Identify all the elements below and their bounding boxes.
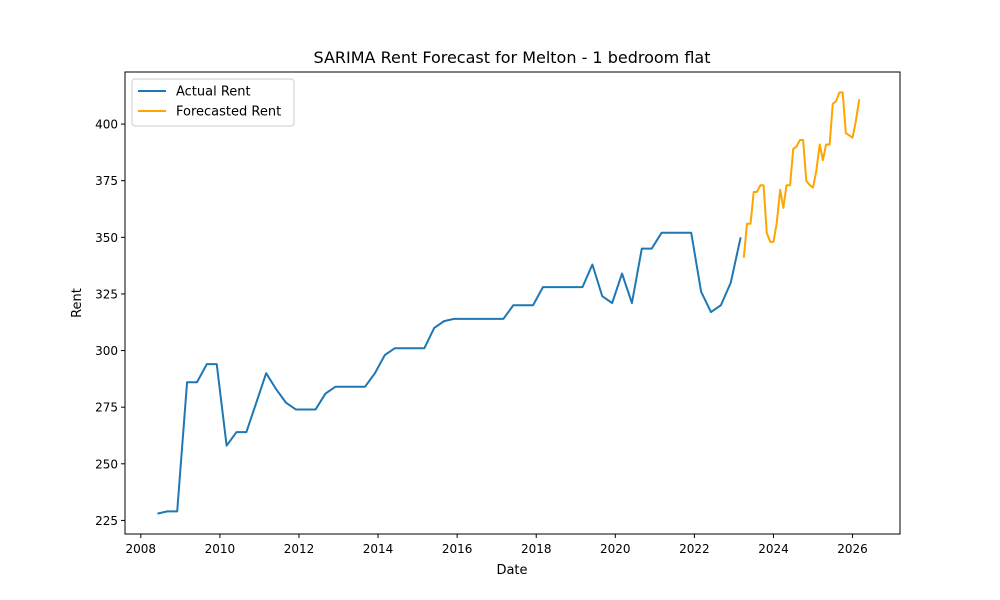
series-layer [157,91,861,515]
legend-label-forecasted-rent: Forecasted Rent [176,105,281,120]
x-tick-label: 2020 [600,542,631,556]
x-tick-label: 2018 [521,542,552,556]
legend-label-actual-rent: Actual Rent [176,85,251,100]
x-axis-ticks: 2008 2010 2012 2014 2016 2018 2020 2022 2024 2026 [126,534,868,556]
series-line-actual-rent [157,231,742,515]
y-tick-label: 375 [95,174,118,188]
x-tick-label: 2008 [126,542,157,556]
x-tick-label: 2014 [363,542,394,556]
y-axis-label: Rent [70,288,85,318]
x-tick-label: 2012 [284,542,315,556]
y-tick-label: 275 [95,401,118,415]
legend-box [131,78,295,127]
y-tick-label: 250 [95,457,118,471]
y-tick-label: 325 [95,287,118,301]
plot-area [125,72,900,534]
x-tick-label: 2026 [837,542,868,556]
plot-frame [124,71,901,535]
x-axis-label: Date [496,563,527,578]
y-axis-ticks: 225 250 275 300 325 350 375 400 [95,118,125,528]
x-tick-label: 2016 [442,542,473,556]
x-tick-label: 2022 [679,542,710,556]
x-tick-label: 2010 [205,542,236,556]
legend: Actual Rent Forecasted Rent [131,78,295,127]
y-tick-label: 300 [95,344,118,358]
chart-title: SARIMA Rent Forecast for Melton - 1 bedr… [314,48,711,67]
series-line-forecasted-rent [742,91,861,258]
y-tick-label: 350 [95,231,118,245]
y-tick-label: 225 [95,514,118,528]
x-tick-label: 2024 [758,542,789,556]
y-tick-label: 400 [95,118,118,132]
